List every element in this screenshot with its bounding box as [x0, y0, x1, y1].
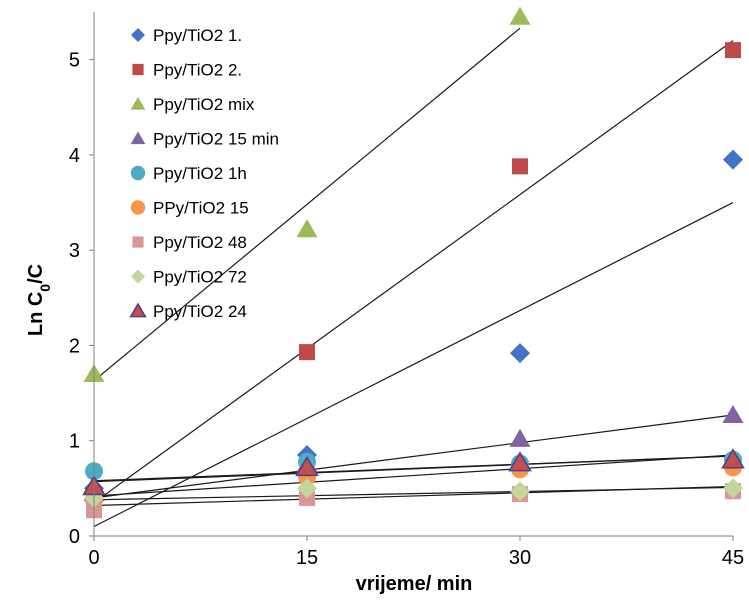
data-point-series-8	[297, 478, 317, 499]
y-tick-label: 3	[69, 240, 80, 262]
legend-label-8: Ppy/TiO2 72	[153, 268, 247, 287]
data-point-series-9	[508, 451, 532, 472]
trendline-9	[93, 455, 734, 483]
legend-label-4: Ppy/TiO2 15 min	[153, 130, 279, 149]
y-axis-title-tail: /C	[25, 264, 47, 284]
data-point-series-2	[512, 158, 528, 175]
y-tick-label: 1	[69, 431, 80, 453]
legend-marker-3	[130, 97, 146, 110]
x-tick-label: 0	[88, 547, 99, 569]
x-axis-title: vrijeme/ min	[356, 573, 473, 595]
legend-marker-1	[131, 28, 145, 42]
data-point-series-8	[510, 481, 530, 502]
legend-label-2: Ppy/TiO2 2.	[153, 61, 242, 80]
legend: Ppy/TiO2 1. Ppy/TiO2 2. Ppy/TiO2 mix Ppy/Ti…	[129, 26, 279, 321]
data-point-series-4	[722, 405, 744, 424]
data-markers	[82, 6, 745, 519]
trendline-2	[93, 40, 734, 504]
y-tick-label: 5	[69, 50, 80, 72]
data-point-series-2	[299, 344, 315, 361]
x-tick-label: 45	[722, 547, 744, 569]
y-axis-title-subscript: 0	[37, 284, 53, 292]
legend-marker-9	[129, 302, 147, 318]
x-tick-labels: 0 15 30 45	[88, 536, 744, 569]
trendline-3	[93, 27, 521, 382]
legend-marker-5	[130, 165, 146, 181]
data-point-series-4	[509, 428, 531, 447]
y-tick-label: 0	[69, 526, 80, 548]
data-point-series-3	[296, 219, 318, 238]
y-tick-label: 4	[69, 145, 80, 167]
data-point-series-8	[723, 478, 743, 499]
data-point-series-1	[510, 343, 530, 364]
data-point-series-1	[723, 149, 743, 170]
legend-label-5: Ppy/TiO2 1h	[153, 164, 247, 183]
data-point-series-9	[721, 448, 745, 469]
y-tick-labels: 0 1 2 3 4 5	[69, 50, 94, 548]
legend-label-6: PPy/TiO2 15	[153, 199, 249, 218]
legend-label-7: Ppy/TiO2 48	[153, 233, 247, 252]
y-axis-title: Ln C0/C	[25, 264, 53, 336]
axes	[93, 12, 733, 537]
legend-label-1: Ppy/TiO2 1.	[153, 26, 242, 45]
y-axis-title-main: Ln C	[25, 292, 47, 336]
trendline-1	[93, 202, 734, 528]
data-point-series-3	[509, 6, 531, 25]
legend-label-9: Ppy/TiO2 24	[153, 302, 247, 321]
legend-marker-4	[130, 131, 146, 145]
legend-marker-8	[131, 269, 145, 284]
legend-marker-7	[132, 236, 144, 248]
trendlines	[93, 27, 734, 528]
legend-label-3: Ppy/TiO2 mix	[153, 95, 255, 114]
data-point-series-2	[725, 42, 741, 59]
x-tick-label: 30	[509, 547, 531, 569]
x-tick-label: 15	[296, 547, 318, 569]
trendline-4	[93, 414, 734, 499]
trendline-6	[93, 454, 734, 497]
legend-marker-2	[132, 63, 144, 76]
trendline-8	[93, 486, 734, 501]
data-point-series-9	[295, 455, 319, 477]
y-tick-label: 2	[69, 335, 80, 357]
legend-marker-6	[130, 200, 146, 215]
